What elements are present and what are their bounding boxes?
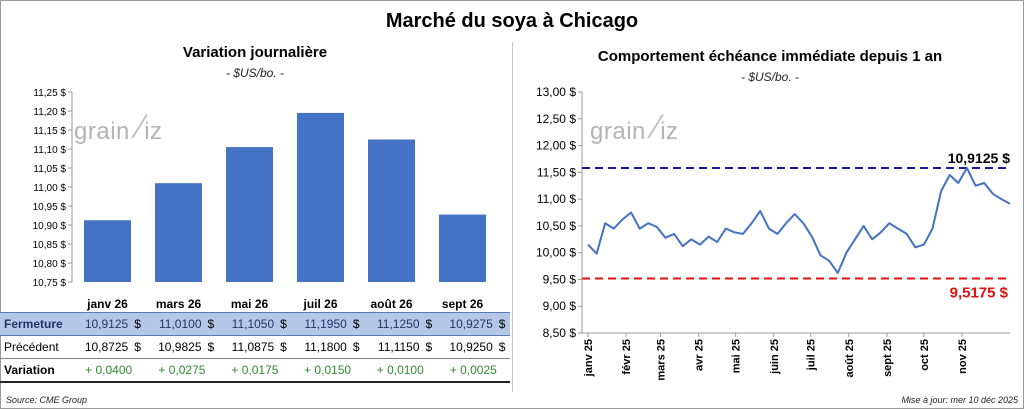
bar-x-label: janv 26 [86,297,128,311]
line-x-tick-label: août 25 [844,339,856,378]
currency-cell: $ [425,340,433,354]
line-y-tick-label: 12,50 $ [536,112,576,126]
line-y-tick-label: 11,00 $ [537,192,576,206]
price-cell: 11,0875 [231,340,275,354]
bar-x-label: juil 26 [302,297,337,311]
bar-y-tick-label: 11,25 $ [33,88,66,99]
currency-cell: $ [205,312,219,336]
bar-x-label: août 26 [370,297,412,311]
panel-divider [512,42,513,392]
line-x-tick-label: nov 25 [957,339,969,374]
bar-y-tick-label: 10,75 $ [33,278,67,289]
bar-x-label: mars 26 [156,297,202,311]
line-x-tick-label: juil 25 [806,339,818,371]
bar-chart: 10,75 $ 10,80 $ 10,85 $ 10,90 $ 10,95 $ 11,00… [33,88,486,311]
bar-y-tick-label: 10,85 $ [33,240,67,251]
line-y-tick-label: 8,50 $ [543,326,577,340]
bar-y-tick-label: 10,95 $ [33,202,67,213]
row-label: Précédent [4,340,59,354]
right-chart-unit: - $US/bo. - [740,70,800,84]
line-chart: 8,50 $ 9,00 $ 9,50 $ 10,00 $ 10,50 $ 11,00 $ 1… [536,85,1011,381]
line-x-tick-label: oct 25 [919,339,931,371]
change-cell: + 0,0275 [145,358,219,383]
price-cell: 10,9275 [436,312,497,336]
currency-cell: $ [207,340,215,354]
bar [439,214,486,282]
price-series-line [587,167,1011,274]
line-y-tick-label: 10,00 $ [536,246,576,260]
line-x-tick-label: févr 25 [621,339,633,374]
bar-y-tick-label: 11,00 $ [33,183,66,194]
line-y-tick-label: 13,00 $ [536,85,576,99]
bar-y-tick-label: 11,10 $ [33,145,66,156]
left-chart-title: Variation journalière [182,44,328,61]
source-note: Source: CME Group [6,395,88,405]
page-title: Marché du soya à Chicago [385,10,639,32]
price-cell: 11,1150 [377,340,420,354]
price-cell: 11,1050 [218,312,279,336]
line-x-tick-label: mai 25 [731,339,743,373]
grainwiz-watermark-left: grain iz ⁄ [74,108,163,146]
currency-cell: $ [352,340,360,354]
price-cell: 11,1250 [363,312,424,336]
price-cell: 11,1800 [304,340,347,354]
change-cell: + 0,0150 [291,358,364,383]
currency-cell: $ [350,312,364,336]
bar-y-tick-label: 11,05 $ [33,164,66,175]
price-cell: 11,1950 [291,312,351,336]
line-y-tick-label: 9,50 $ [543,272,577,286]
change-cell: + 0,0025 [436,358,510,383]
update-note: Mise à jour: mer 10 déc 2025 [901,395,1018,405]
bar-y-tick-label: 11,20 $ [33,107,66,118]
price-cell: 11,0100 [145,312,206,336]
bar-y-tick-label: 10,80 $ [33,259,67,270]
bar-x-label: mai 26 [231,297,269,311]
change-cell: + 0,0100 [363,358,437,383]
table-row: Précédent 10,8725 $10,9825 $11,0875 $11,1800… [0,336,510,359]
currency-cell: $ [134,340,141,354]
line-x-tick-label: avr 25 [694,339,706,371]
bar [226,147,273,282]
bar-y-tick-label: 10,90 $ [33,221,67,232]
right-chart-title: Comportement échéance immédiate depuis 1… [597,48,943,65]
line-y-tick-label: 9,00 $ [543,299,577,313]
bar [368,139,415,282]
table-row: Variation + 0,0400 + 0,0275 + 0,0175 + 0,015… [0,358,510,383]
price-cell: 10,9825 [158,340,202,354]
line-x-tick-label: juin 25 [769,339,781,375]
min-value-label: 9,5175 $ [950,285,1009,302]
change-cell: + 0,0175 [218,358,292,383]
currency-cell: $ [278,312,292,336]
left-chart-unit: - $US/bo. - [225,66,285,80]
price-cell: 10,9250 [449,340,493,354]
bar-x-label: sept 26 [442,297,484,311]
currency-cell: $ [280,340,287,354]
line-x-tick-label: sept 25 [882,339,894,377]
change-cell: + 0,0400 [72,358,146,383]
grainwiz-watermark-right: grain iz ⁄ [590,108,679,146]
row-label: Fermeture [0,312,73,336]
bar [84,220,131,282]
bar-y-tick-label: 11,15 $ [33,126,66,137]
bar [297,112,344,283]
max-value-label: 10,9125 $ [948,150,1010,166]
currency-cell: $ [423,312,437,336]
line-x-tick-label: janv 25 [583,339,595,377]
bar [155,183,202,282]
currency-cell: $ [498,340,506,354]
price-table: Fermeture 10,9125 $11,0100 $11,1050 $11,1950… [0,312,510,383]
currency-cell: $ [132,312,146,336]
price-cell: 10,8725 [84,340,129,354]
line-y-tick-label: 11,50 $ [537,165,576,179]
line-y-tick-label: 12,00 $ [536,139,576,153]
line-y-tick-label: 10,50 $ [536,219,576,233]
line-x-tick-label: mars 25 [656,339,668,381]
price-cell: 10,9125 [72,312,133,336]
row-label: Variation [0,358,73,383]
currency-cell: $ [496,312,510,336]
table-row: Fermeture 10,9125 $11,0100 $11,1050 $11,1950… [0,312,510,336]
